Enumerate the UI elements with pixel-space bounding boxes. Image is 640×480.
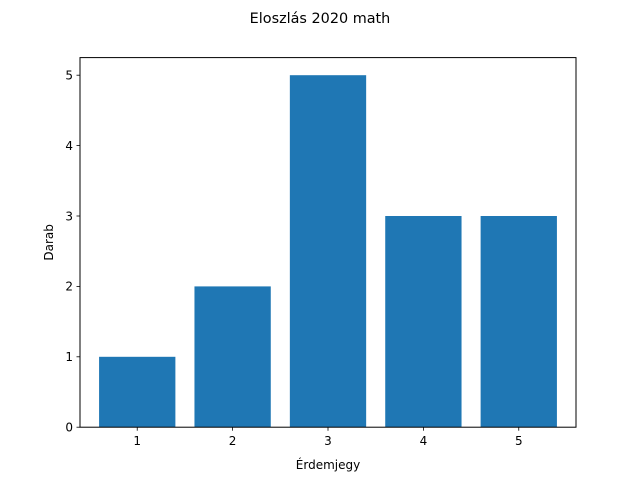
bar-1 (99, 356, 176, 428)
y-tick-label: 3 (65, 209, 73, 223)
y-tick-label: 2 (65, 280, 73, 294)
x-tick-label: 3 (324, 434, 332, 448)
x-tick-label: 5 (515, 434, 523, 448)
bar-5 (480, 216, 557, 428)
x-tick-label: 1 (133, 434, 141, 448)
y-axis-label: Darab (42, 224, 56, 261)
bar-2 (194, 286, 271, 428)
x-axis-ticks: 1 2 3 4 5 (133, 427, 523, 448)
x-tick-label: 4 (420, 434, 428, 448)
bar-3 (289, 75, 367, 428)
y-tick-label: 1 (65, 350, 73, 364)
y-tick-label: 4 (65, 139, 73, 153)
y-axis-ticks: 0 1 2 3 4 5 (65, 69, 80, 435)
x-tick-label: 2 (229, 434, 237, 448)
bars-group (99, 75, 557, 428)
bar-4 (385, 216, 462, 428)
y-tick-label: 5 (65, 69, 73, 83)
chart-title: Eloszlás 2020 math (250, 11, 391, 27)
y-tick-label: 0 (65, 421, 73, 435)
x-axis-label: Érdemjegy (296, 457, 360, 472)
